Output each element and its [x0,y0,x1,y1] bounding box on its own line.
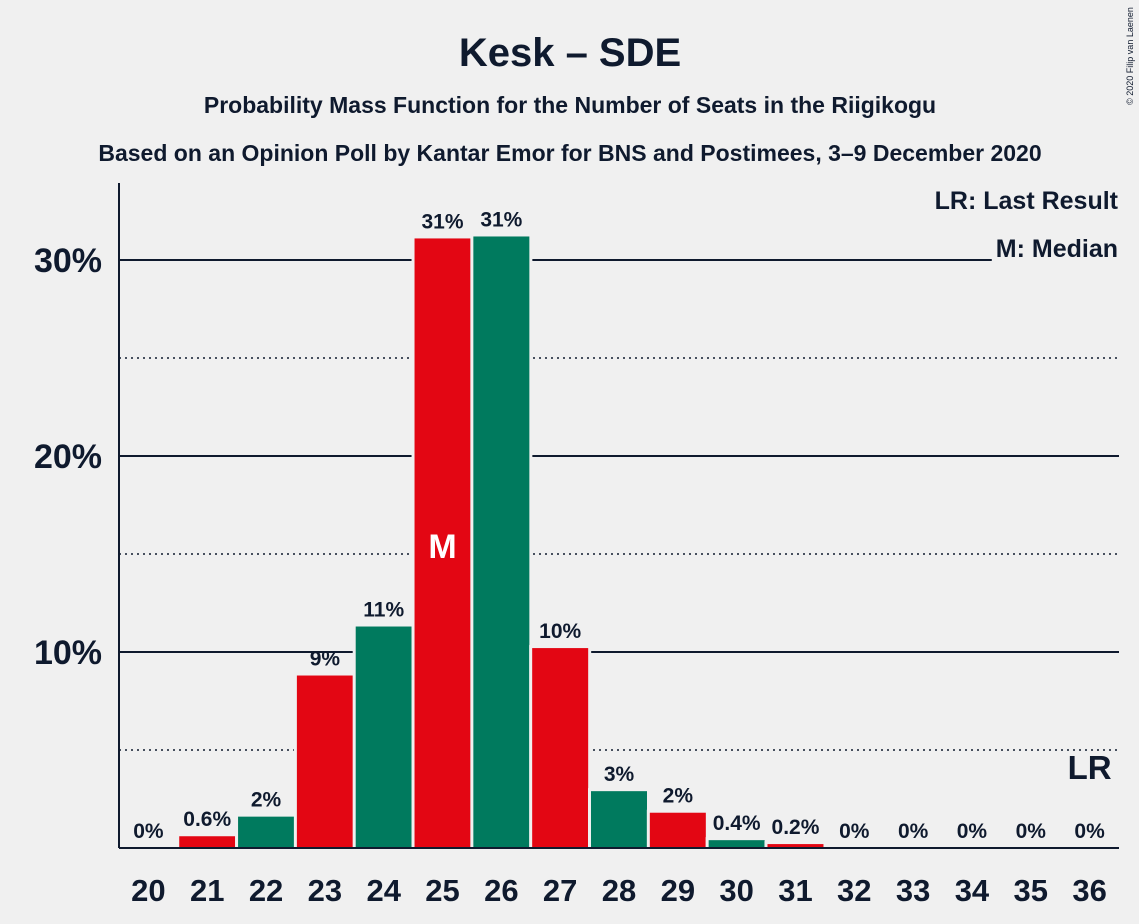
data-label: 11% [363,599,404,622]
last-result-marker: LR [1068,749,1112,786]
chart-subtitle: Probability Mass Function for the Number… [204,92,936,118]
bars [176,233,827,849]
data-label: 2% [663,785,694,808]
bar-seats-21 [179,836,236,848]
data-label: 3% [604,763,635,786]
data-labels: 0% 0.6% 2% 9% 11% 31% M 31% 10% 3% 2% 0.4% 0.2% 0% 0% 0… [133,208,1112,843]
chart-title: Kesk – SDE [459,31,681,75]
gridlines [119,259,1119,751]
median-marker: M [428,528,456,566]
bar-seats-26 [473,236,530,849]
data-label: 31% [422,210,464,233]
bar-seats-29 [649,812,706,848]
bar-seats-22 [238,816,295,848]
data-label: 0% [898,820,929,843]
chart-source: Based on an Opinion Poll by Kantar Emor … [98,140,1041,166]
data-label: 0% [1074,820,1105,843]
x-tick-label: 36 [1072,873,1106,908]
bar-seats-30 [708,840,765,848]
y-tick-label: 30% [34,242,102,280]
legend-median: M: Median [996,235,1118,263]
x-tick-label: 22 [249,873,283,908]
bar-seats-25 [414,238,471,848]
x-tick-label: 29 [661,873,695,908]
bar-seats-24 [355,626,412,848]
x-axis-ticks: 20 21 22 23 24 25 26 27 28 29 30 31 32 33 34 35 36 [131,873,1107,908]
x-tick-label: 24 [366,873,401,908]
x-tick-label: 27 [543,873,577,908]
data-label: 0.2% [772,816,820,839]
bar-seats-23 [296,675,353,848]
data-label: 31% [480,208,522,231]
data-label: 9% [310,648,341,671]
x-tick-label: 32 [837,873,871,908]
x-tick-label: 26 [484,873,518,908]
data-label: 0% [957,820,988,843]
x-tick-label: 20 [131,873,165,908]
data-label: 0.4% [713,812,761,835]
bar-seats-31 [767,844,824,848]
x-tick-label: 30 [719,873,753,908]
data-label: 0% [133,820,164,843]
data-label: 0% [1016,820,1047,843]
x-tick-label: 25 [425,873,459,908]
data-label: 10% [539,620,581,643]
data-label: 0% [839,820,870,843]
x-tick-label: 28 [602,873,636,908]
data-label: 2% [251,789,282,812]
y-tick-label: 10% [34,634,102,672]
y-tick-label: 20% [34,438,102,476]
x-tick-label: 33 [896,873,930,908]
x-tick-label: 34 [955,873,990,908]
bar-seats-28 [591,791,647,848]
bar-seats-27 [532,648,589,848]
x-tick-label: 21 [190,873,224,908]
copyright-notice: © 2020 Filip van Laenen [1125,7,1135,105]
x-tick-label: 35 [1014,873,1048,908]
y-axis-ticks: 10% 20% 30% [34,242,102,672]
legend-last-result: LR: Last Result [935,187,1119,215]
x-tick-label: 31 [778,873,812,908]
data-label: 0.6% [183,808,231,831]
x-tick-label: 23 [308,873,342,908]
legend-median-backdrop [991,233,1122,263]
